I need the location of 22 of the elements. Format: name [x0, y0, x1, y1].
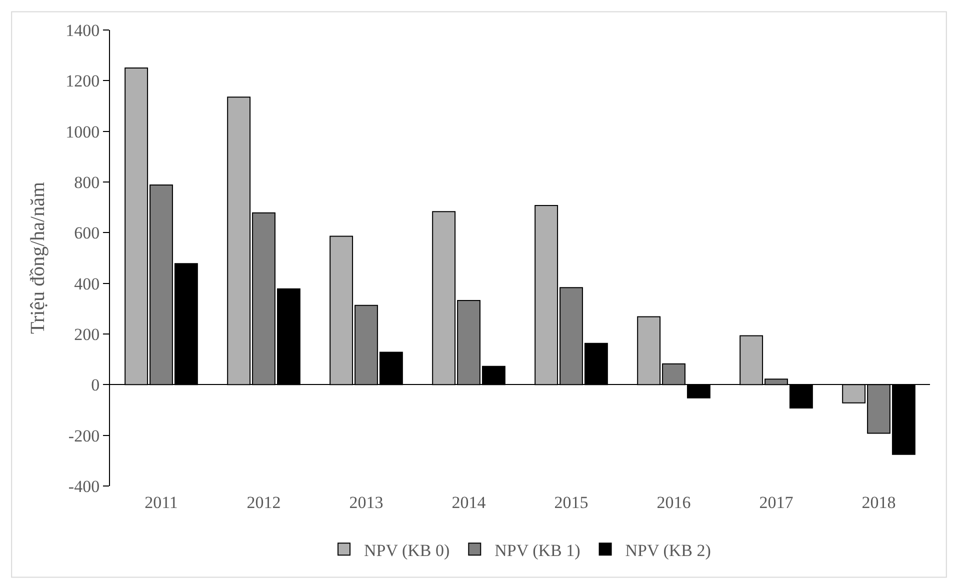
y-tick-label: 400	[74, 274, 100, 294]
y-tick-label: 600	[74, 224, 100, 243]
y-tick-label: 200	[74, 324, 100, 344]
x-tick-label: 2014	[452, 493, 486, 512]
x-tick-label: 2016	[656, 493, 691, 512]
y-tick-label: 1200	[66, 72, 100, 91]
y-tick-label: -400	[68, 476, 100, 496]
x-tick-label: 2012	[246, 493, 281, 512]
x-tick-label: 2011	[144, 493, 178, 512]
y-tick-label: 800	[74, 172, 100, 192]
y-tick-label: 0	[91, 376, 100, 395]
y-tick-label: 1000	[66, 122, 100, 142]
x-tick-label: 2017	[759, 493, 794, 512]
legend-label: NPV (KB 0)	[364, 540, 450, 560]
y-axis-title: Triệu đồng/ha/năm	[27, 182, 50, 334]
x-tick-label: 2013	[349, 493, 384, 512]
x-tick-label: 2018	[862, 493, 896, 512]
y-tick-label: 1400	[66, 20, 100, 40]
y-tick-label: -200	[68, 426, 100, 446]
legend-label: NPV (KB 1)	[494, 540, 580, 560]
legend-label: NPV (KB 2)	[625, 540, 711, 560]
x-tick-label: 2015	[554, 493, 588, 512]
